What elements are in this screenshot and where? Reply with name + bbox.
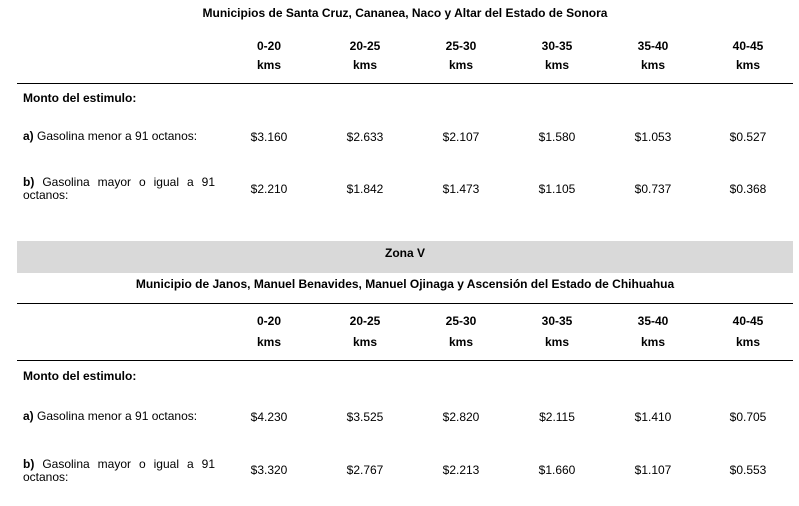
row-prefix: a) — [23, 409, 34, 423]
section2-row-b-value-0: $3.320 — [250, 463, 288, 477]
col-unit: kms — [352, 58, 378, 72]
col-unit: kms — [256, 58, 282, 72]
row-label: Gasolina mayor o igual a 91 octanos: — [23, 175, 215, 202]
section1-row-a-label: a) Gasolina menor a 91 octanos: — [23, 130, 215, 143]
section1-col-header-5: 40-45 kms — [733, 37, 764, 75]
section1-row-a-value-3: $1.580 — [538, 130, 576, 144]
section2-row-a-value-1: $3.525 — [346, 410, 384, 424]
section2-row-b-value-4: $1.107 — [634, 463, 672, 477]
section1-row-a-value-5: $0.527 — [729, 130, 767, 144]
section2-col-header-3: 30-35 kms — [542, 311, 573, 353]
section1-row-a-value-2: $2.107 — [442, 130, 480, 144]
col-range: 40-45 — [732, 314, 764, 328]
row-label: Gasolina menor a 91 octanos: — [33, 409, 198, 423]
section1-title: Municipios de Santa Cruz, Cananea, Naco … — [202, 6, 608, 20]
section2-row-a-value-3: $2.115 — [539, 410, 575, 424]
row-label: Gasolina menor a 91 octanos: — [33, 129, 198, 143]
col-unit: kms — [640, 335, 666, 349]
section1-row-a-value-1: $2.633 — [346, 130, 384, 144]
section2-col-header-1: 20-25 kms — [350, 311, 381, 353]
col-unit: kms — [735, 58, 761, 72]
section1-row-b-value-5: $0.368 — [729, 182, 767, 196]
section2-row-a-value-0: $4.230 — [250, 410, 288, 424]
section1-col-header-1: 20-25 kms — [350, 37, 381, 75]
zone-band — [17, 241, 793, 273]
section1-row-b-value-3: $1.105 — [538, 182, 576, 196]
section2-row-a-value-4: $1.410 — [634, 410, 672, 424]
section2-row-b-label: b) Gasolina mayor o igual a 91 octanos: — [23, 458, 215, 484]
section1-row-b-value-0: $2.210 — [250, 182, 288, 196]
section1-row-a-value-4: $1.053 — [634, 130, 672, 144]
section1-col-header-3: 30-35 kms — [542, 37, 573, 75]
col-range: 40-45 — [732, 39, 764, 53]
col-unit: kms — [735, 335, 761, 349]
section1-col-header-0: 0-20 kms — [257, 37, 281, 75]
section1-row-b-value-2: $1.473 — [442, 182, 480, 196]
row-prefix: a) — [23, 129, 34, 143]
col-unit: kms — [448, 58, 474, 72]
section1-row-b-label: b) Gasolina mayor o igual a 91 octanos: — [23, 176, 215, 202]
col-range: 30-35 — [541, 314, 573, 328]
col-range: 25-30 — [445, 39, 477, 53]
col-range: 25-30 — [445, 314, 477, 328]
section2-row-a-value-2: $2.820 — [442, 410, 480, 424]
col-range: 20-25 — [349, 314, 381, 328]
col-range: 20-25 — [349, 39, 381, 53]
section2-title: Municipio de Janos, Manuel Benavides, Ma… — [135, 277, 675, 291]
section2-col-header-2: 25-30 kms — [446, 311, 477, 353]
section2-row-a-value-5: $0.705 — [729, 410, 767, 424]
section2-row-a-label: a) Gasolina menor a 91 octanos: — [23, 410, 215, 423]
col-unit: kms — [256, 335, 282, 349]
section2-row-b-value-2: $2.213 — [442, 463, 480, 477]
section1-col-header-4: 35-40 kms — [638, 37, 669, 75]
section1-divider — [17, 83, 793, 84]
col-unit: kms — [448, 335, 474, 349]
row-prefix: b) — [23, 457, 35, 471]
section1-stimulus-label: Monto del estimulo: — [23, 91, 137, 105]
section2-divider-top — [17, 303, 793, 304]
col-range: 0-20 — [256, 39, 282, 53]
col-unit: kms — [640, 58, 666, 72]
row-label: Gasolina mayor o igual a 91 octanos: — [23, 457, 215, 484]
section2-row-b-value-1: $2.767 — [346, 463, 384, 477]
section2-stimulus-label: Monto del estimulo: — [23, 369, 137, 383]
section1-row-a-value-0: $3.160 — [250, 130, 288, 144]
col-range: 30-35 — [541, 39, 573, 53]
col-unit: kms — [544, 58, 570, 72]
section1-row-b-value-1: $1.842 — [346, 182, 384, 196]
col-range: 35-40 — [637, 39, 669, 53]
col-range: 35-40 — [637, 314, 669, 328]
section2-row-b-value-5: $0.553 — [729, 463, 767, 477]
col-unit: kms — [544, 335, 570, 349]
col-unit: kms — [352, 335, 378, 349]
section2-col-header-4: 35-40 kms — [638, 311, 669, 353]
section2-row-b-value-3: $1.660 — [538, 463, 576, 477]
section1-row-b-value-4: $0.737 — [634, 182, 672, 196]
row-prefix: b) — [23, 175, 35, 189]
section2-divider-bottom — [17, 360, 793, 361]
section2-col-header-5: 40-45 kms — [733, 311, 764, 353]
col-range: 0-20 — [256, 314, 282, 328]
zone-title: Zona V — [384, 246, 426, 260]
section2-col-header-0: 0-20 kms — [257, 311, 281, 353]
section1-col-header-2: 25-30 kms — [446, 37, 477, 75]
